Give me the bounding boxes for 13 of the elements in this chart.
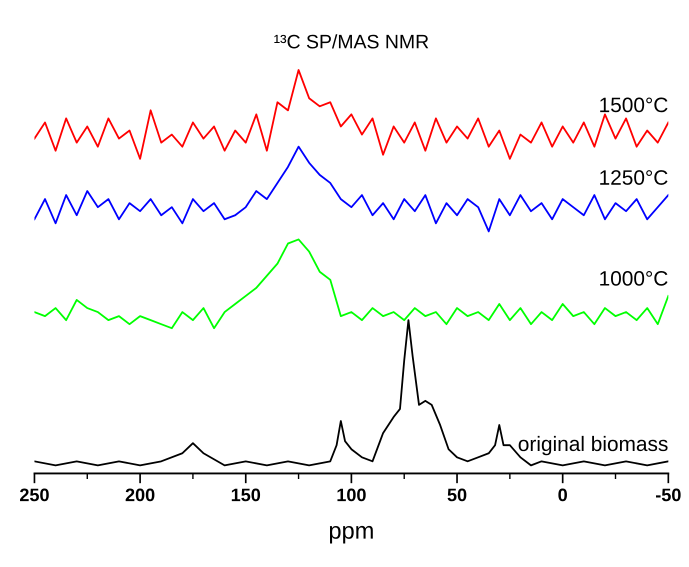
x-tick-label: 200 [126,488,154,502]
series-label: 1500°C [600,98,668,112]
series-label: original biomass [518,436,668,456]
x-axis-title: ppm [330,526,373,544]
series-label: 1000°C [600,271,668,286]
x-tick-label: 250 [20,488,49,502]
chart-title: ¹³C SP/MAS NMR [274,34,428,48]
x-tick-label: 150 [232,488,260,502]
series-label: 1250°C [600,170,668,185]
x-tick-label: -50 [656,488,681,502]
x-tick-label: 100 [337,488,366,502]
x-tick-label: 50 [448,488,466,502]
x-tick-label: 0 [558,488,567,502]
